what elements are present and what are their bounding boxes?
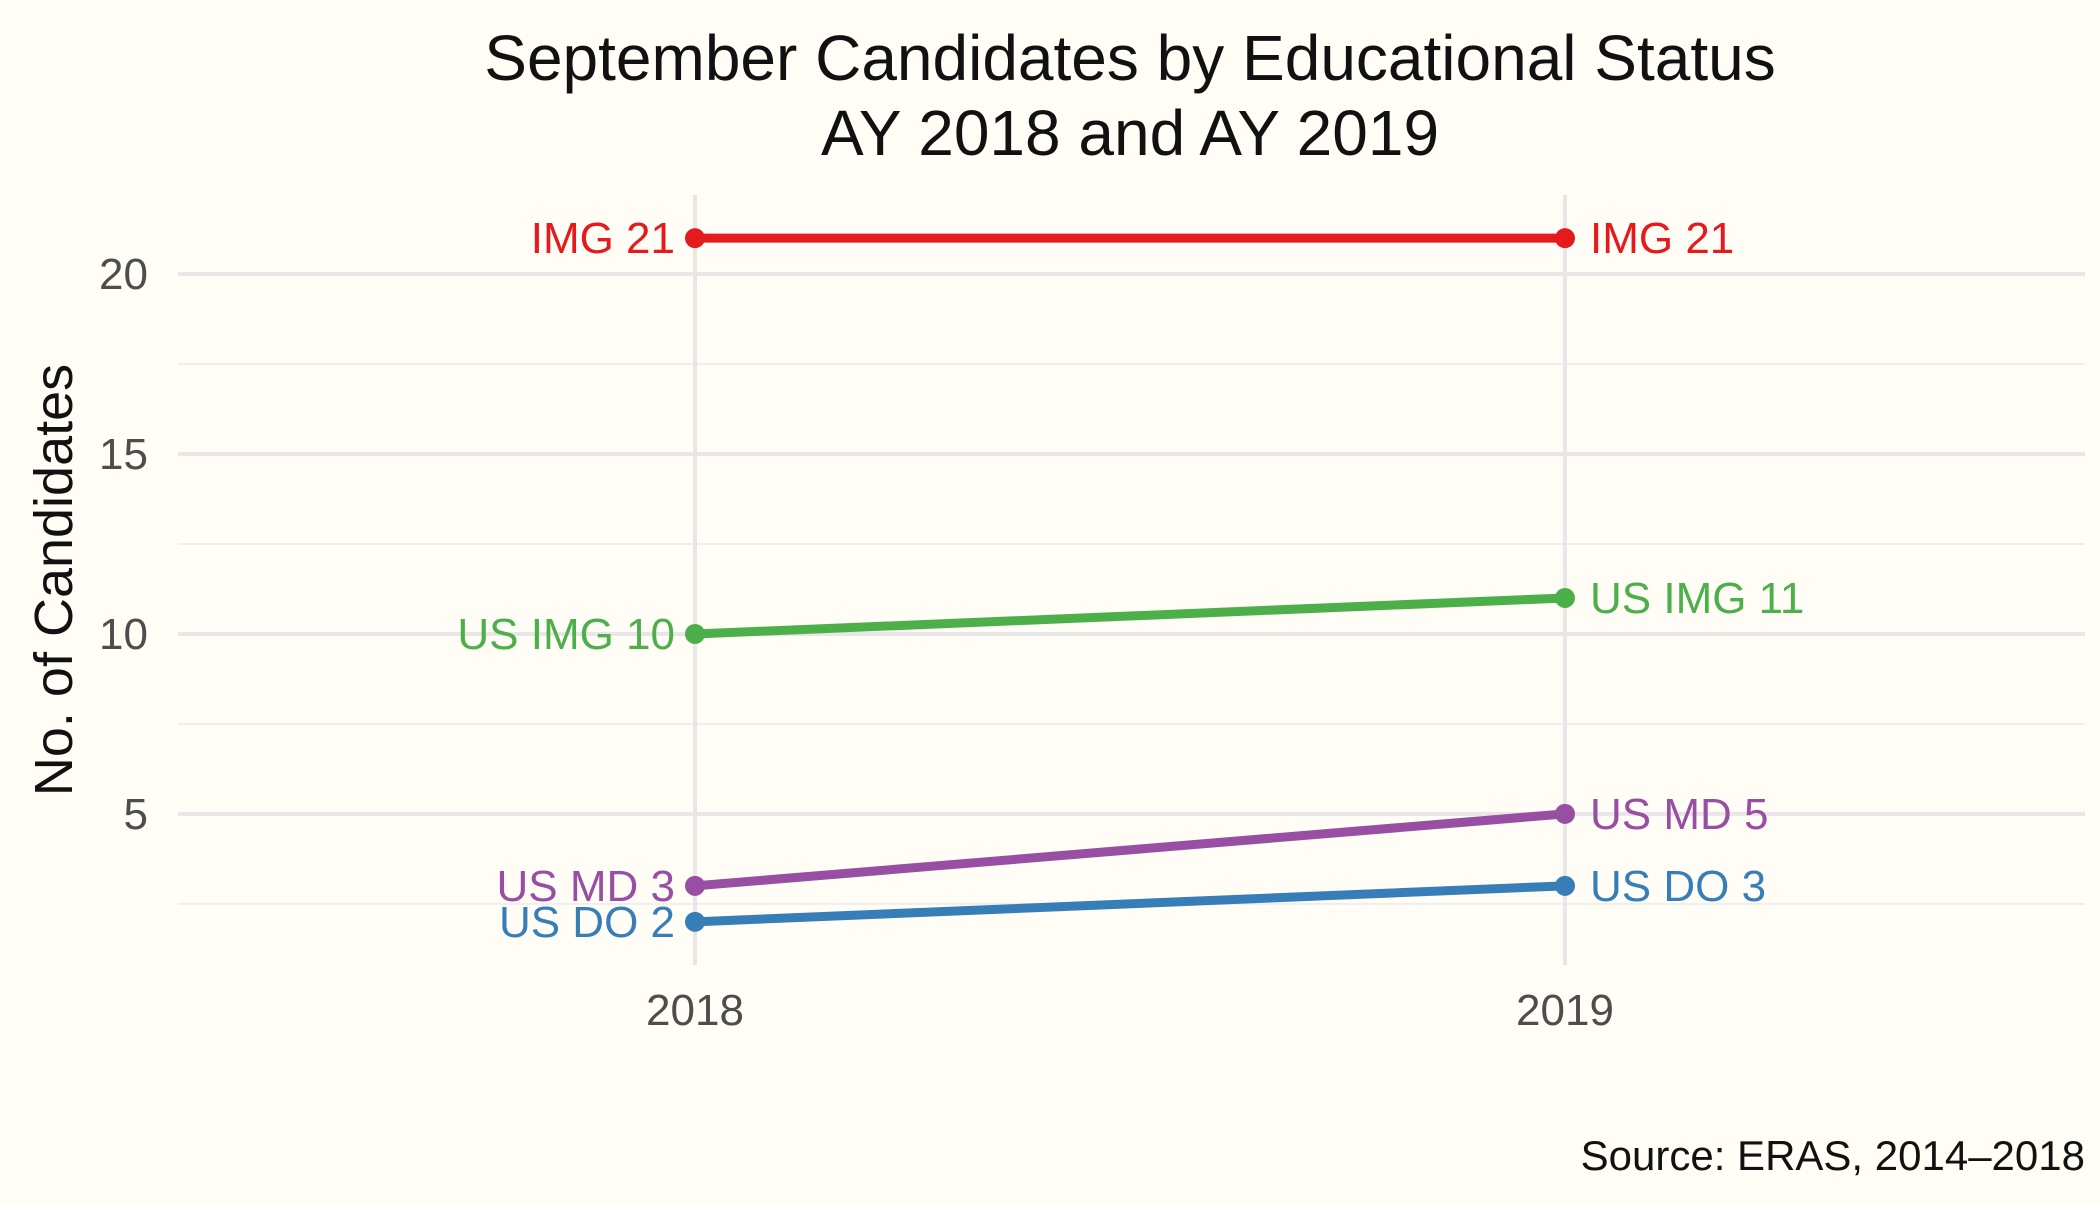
y-tick-label: 10 — [99, 610, 148, 659]
x-tick-label: 2019 — [1516, 986, 1614, 1035]
data-point-us-do — [685, 911, 705, 932]
x-tick-label: 2018 — [646, 986, 744, 1035]
series-label-right-us-do: US DO 3 — [1590, 862, 1766, 911]
chart-subtitle: AY 2018 and AY 2019 — [821, 97, 1439, 169]
grid — [178, 195, 2085, 965]
y-tick-label: 15 — [99, 430, 148, 479]
series-points — [685, 228, 1575, 932]
data-point-img — [685, 228, 705, 249]
y-axis-title: No. of Candidates — [24, 364, 84, 796]
data-point-us-md — [1555, 803, 1575, 824]
series-label-left-img: IMG 21 — [531, 214, 675, 263]
series-lines — [690, 233, 1570, 927]
axis-ticks: 5 10 15 20 2018 2019 — [99, 250, 1614, 1035]
series-label-left-us-md: US MD 3 — [497, 862, 675, 911]
series-label-right-us-md: US MD 5 — [1590, 790, 1768, 839]
chart-title: September Candidates by Educational Stat… — [484, 22, 1775, 94]
y-tick-label: 5 — [124, 790, 148, 839]
series-line-us-img — [690, 593, 1570, 639]
series-label-left-us-do: US DO 2 — [499, 898, 675, 947]
data-point-img — [1555, 228, 1575, 249]
series-line-us-do — [690, 881, 1570, 927]
series-line-us-md — [690, 809, 1570, 891]
data-point-us-img — [1555, 587, 1575, 608]
data-point-us-img — [685, 623, 705, 644]
data-point-us-do — [1555, 875, 1575, 896]
data-point-us-md — [685, 875, 705, 896]
source-caption: Source: ERAS, 2014–2018 — [1581, 1132, 2085, 1179]
series-label-left-us-img: US IMG 10 — [457, 610, 675, 659]
series-label-right-img: IMG 21 — [1590, 214, 1734, 263]
series-label-right-us-img: US IMG 11 — [1590, 574, 1804, 623]
y-tick-label: 20 — [99, 250, 148, 299]
